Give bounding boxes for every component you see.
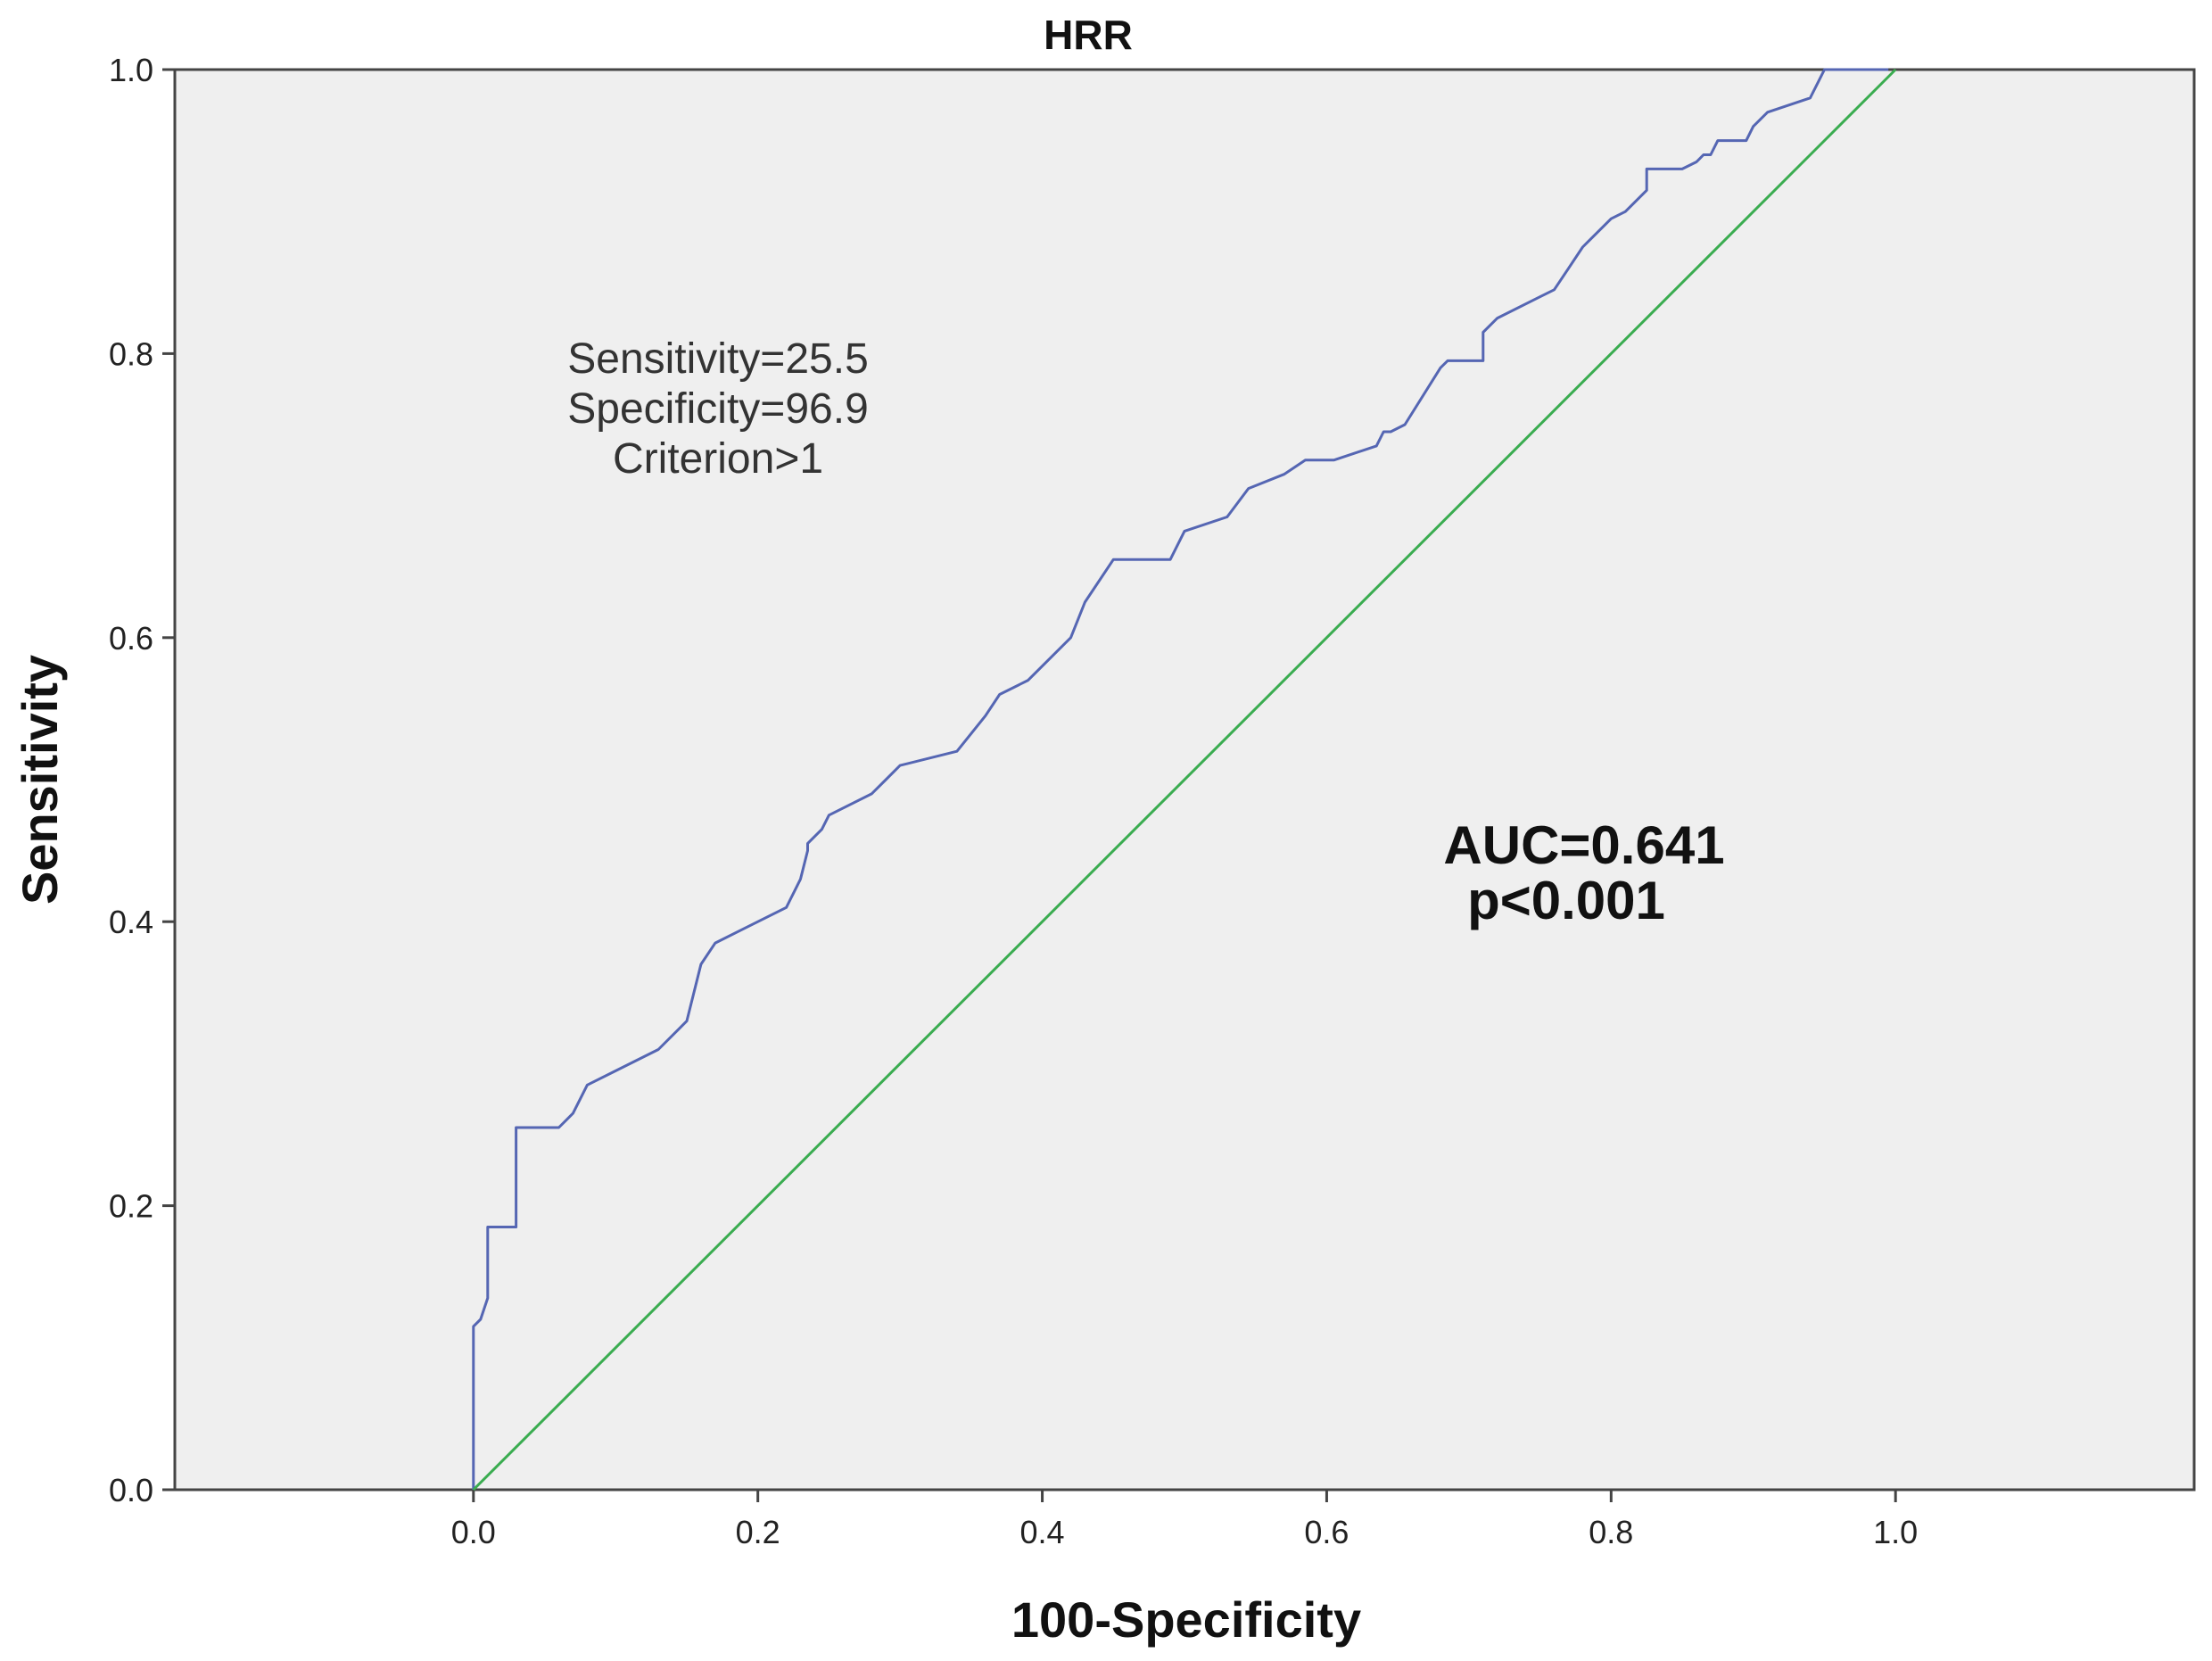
y-axis-label: Sensitivity bbox=[12, 655, 68, 905]
y-tick-label: 0.4 bbox=[109, 904, 153, 940]
y-axis: 0.0 0.2 0.4 0.6 0.8 1.0 bbox=[109, 52, 175, 1508]
y-tick-label: 0.6 bbox=[109, 620, 153, 657]
x-axis: 0.0 0.2 0.4 0.6 0.8 1.0 bbox=[451, 1490, 1918, 1550]
y-tick-label: 0.8 bbox=[109, 335, 153, 372]
annotation-pvalue: p<0.001 bbox=[1467, 871, 1665, 930]
y-tick-label: 0.2 bbox=[109, 1188, 153, 1225]
x-tick-label: 0.6 bbox=[1304, 1514, 1349, 1550]
x-axis-label: 100-Specificity bbox=[1011, 1591, 1361, 1648]
y-tick-label: 0.0 bbox=[109, 1472, 153, 1508]
x-tick-label: 0.0 bbox=[451, 1514, 496, 1550]
annotation-criterion: Criterion>1 bbox=[613, 435, 823, 483]
annotation-auc: AUC=0.641 bbox=[1443, 815, 1724, 875]
reference-diagonal-line bbox=[472, 68, 1897, 1492]
chart-title: HRR bbox=[1044, 12, 1133, 58]
stats-annotation: AUC=0.641 p<0.001 bbox=[1443, 815, 1724, 930]
y-tick-label: 1.0 bbox=[109, 52, 153, 88]
roc-curve-line bbox=[472, 68, 1889, 1490]
series-layer bbox=[472, 68, 1897, 1492]
annotation-sensitivity: Sensitivity=25.5 bbox=[567, 335, 869, 383]
x-tick-label: 0.2 bbox=[736, 1514, 780, 1550]
criterion-annotation: Sensitivity=25.5 Specificity=96.9 Criter… bbox=[567, 335, 869, 483]
x-tick-label: 1.0 bbox=[1873, 1514, 1918, 1550]
x-tick-label: 0.8 bbox=[1589, 1514, 1633, 1550]
x-tick-label: 0.4 bbox=[1020, 1514, 1065, 1550]
annotation-specificity: Specificity=96.9 bbox=[567, 385, 869, 433]
